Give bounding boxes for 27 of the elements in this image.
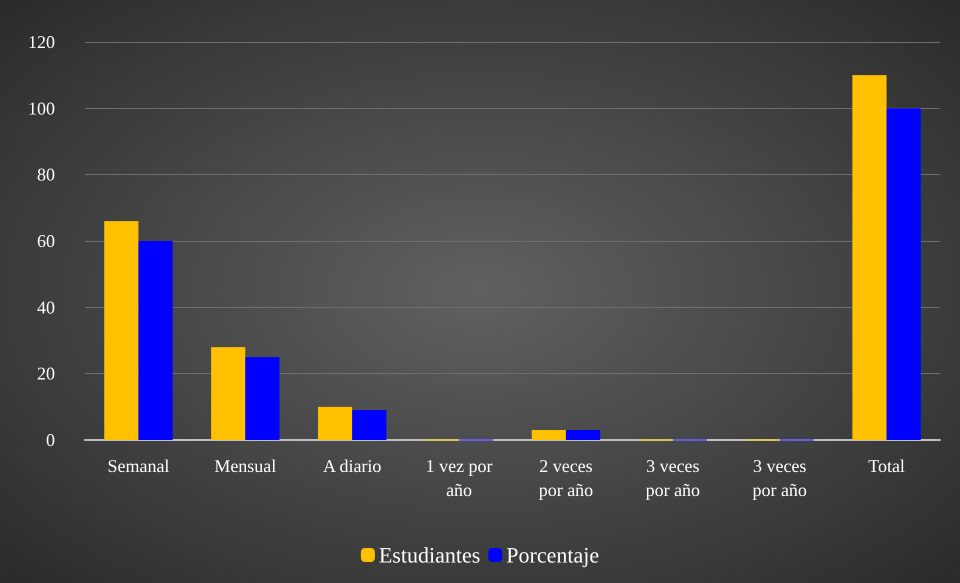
y-tick-label: 60 bbox=[37, 231, 55, 251]
bar bbox=[245, 357, 280, 440]
x-tick-label: Total bbox=[868, 456, 905, 476]
y-tick-label: 20 bbox=[37, 364, 55, 384]
bar bbox=[352, 410, 386, 440]
x-tick-label: 3 veces por año bbox=[646, 456, 700, 500]
bar bbox=[886, 108, 921, 440]
y-tick-label: 40 bbox=[37, 297, 55, 318]
y-tick-label: 120 bbox=[28, 32, 55, 52]
bar bbox=[104, 221, 138, 440]
legend-label: Porcentaje bbox=[506, 542, 600, 568]
x-tick-label: 1 vez por año bbox=[426, 456, 493, 500]
bar bbox=[138, 241, 173, 440]
bar bbox=[211, 347, 246, 440]
legend-label: Estudiantes bbox=[378, 542, 480, 568]
x-tick-label: Mensual bbox=[214, 456, 276, 476]
y-tick-label: 0 bbox=[46, 430, 55, 450]
y-tick-label: 100 bbox=[28, 98, 55, 118]
y-tick-label: 80 bbox=[37, 164, 55, 185]
bar bbox=[532, 430, 566, 440]
x-tick-label: A diario bbox=[322, 456, 382, 476]
x-tick-label: Semanal bbox=[107, 456, 170, 476]
x-tick-label: 3 veces por año bbox=[752, 456, 807, 500]
bar bbox=[852, 75, 887, 440]
bar bbox=[318, 406, 352, 440]
bar bbox=[566, 430, 600, 440]
x-tick-label: 2 veces por año bbox=[538, 456, 594, 500]
